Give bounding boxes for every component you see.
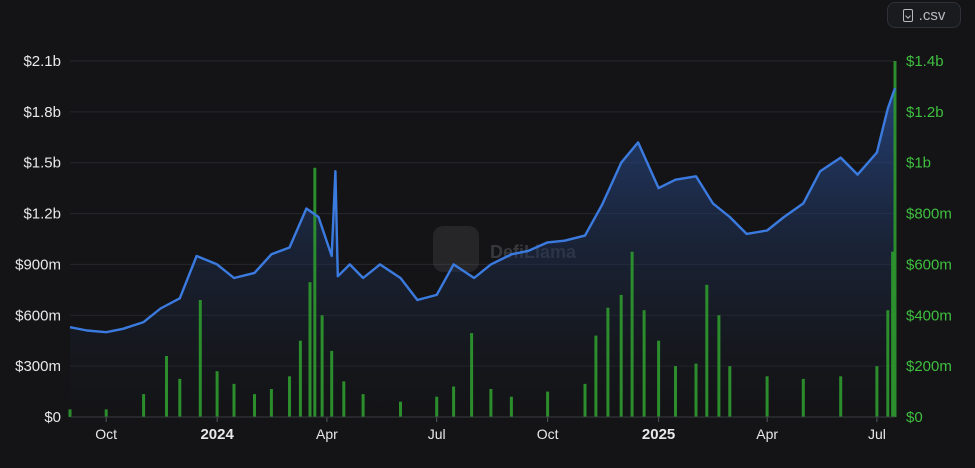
y-tick-label-left: $0 xyxy=(44,409,61,426)
volume-bar xyxy=(198,300,202,417)
volume-bar xyxy=(435,396,439,417)
llama-logo-icon xyxy=(433,226,479,272)
volume-bar xyxy=(630,251,634,417)
x-tick-label: Apr xyxy=(756,426,778,442)
volume-bar xyxy=(546,391,550,417)
x-tick-label: Oct xyxy=(537,426,559,442)
volume-bar xyxy=(361,394,365,417)
y-tick-label-right: $200m xyxy=(906,358,952,375)
tvl-line xyxy=(69,87,897,334)
y-tick-label-left: $900m xyxy=(15,256,61,273)
y-tick-label-left: $1.8b xyxy=(23,104,61,121)
volume-bar xyxy=(470,333,474,417)
volume-bar xyxy=(583,383,587,417)
y-tick-label-right: $1.4b xyxy=(906,53,944,70)
volume-bar xyxy=(232,383,236,417)
volume-bar xyxy=(104,409,108,417)
volume-bar xyxy=(839,376,843,417)
y-tick-label-right: $1.2b xyxy=(906,104,944,121)
volume-bar xyxy=(606,307,610,417)
volume-bar xyxy=(320,315,324,417)
volume-bar xyxy=(142,394,146,417)
volume-bar xyxy=(489,389,493,417)
volume-bar xyxy=(891,251,895,417)
volume-bar xyxy=(215,371,219,417)
volume-bar xyxy=(178,378,182,417)
y-tick-label-left: $1.2b xyxy=(23,206,61,223)
y-tick-label-right: $600m xyxy=(906,256,952,273)
volume-bar xyxy=(657,340,661,417)
y-tick-label-left: $600m xyxy=(15,307,61,324)
volume-bar xyxy=(165,356,168,417)
volume-bar xyxy=(298,340,302,417)
volume-bar xyxy=(801,378,805,417)
x-tick-label: Oct xyxy=(95,426,117,442)
volume-bar xyxy=(342,381,346,417)
volume-bar xyxy=(308,282,312,417)
volume-bar xyxy=(705,284,709,417)
y-tick-label-right: $800m xyxy=(906,206,952,223)
volume-bar xyxy=(253,394,256,417)
csv-label: .csv xyxy=(918,6,946,24)
y-tick-label-left: $300m xyxy=(15,358,61,375)
x-tick-label: 2024 xyxy=(200,426,234,443)
y-tick-label-left: $1.5b xyxy=(23,155,61,172)
y-tick-label-right: $0 xyxy=(906,409,923,426)
volume-bar xyxy=(728,366,732,417)
tvl-area xyxy=(70,88,895,417)
volume-bar xyxy=(886,310,890,417)
x-tick-label: Apr xyxy=(316,426,338,442)
y-tick-label-right: $1b xyxy=(906,155,931,172)
volume-bar xyxy=(269,389,273,417)
download-file-icon xyxy=(902,8,913,22)
x-tick-label: Jul xyxy=(428,426,446,442)
volume-bar xyxy=(765,376,769,417)
volume-bar xyxy=(642,310,646,417)
volume-bar xyxy=(68,409,72,417)
volume-bar xyxy=(717,315,721,417)
volume-bar xyxy=(452,386,456,417)
volume-bar xyxy=(399,401,402,417)
volume-bar xyxy=(893,61,897,417)
volume-bar xyxy=(313,167,317,417)
volume-bar xyxy=(694,363,698,417)
volume-bar xyxy=(875,366,879,417)
x-tick-label: 2025 xyxy=(642,426,675,443)
y-tick-label-left: $2.1b xyxy=(23,53,61,70)
volume-bar xyxy=(594,335,598,417)
volume-bar xyxy=(619,294,623,417)
download-csv-button[interactable]: .csv xyxy=(887,2,961,28)
volume-bar xyxy=(509,396,513,417)
volume-bar xyxy=(674,366,677,417)
volume-bar xyxy=(288,376,291,417)
y-tick-label-right: $400m xyxy=(906,307,952,324)
x-tick-label: Jul xyxy=(868,426,886,442)
volume-bar xyxy=(330,350,334,417)
